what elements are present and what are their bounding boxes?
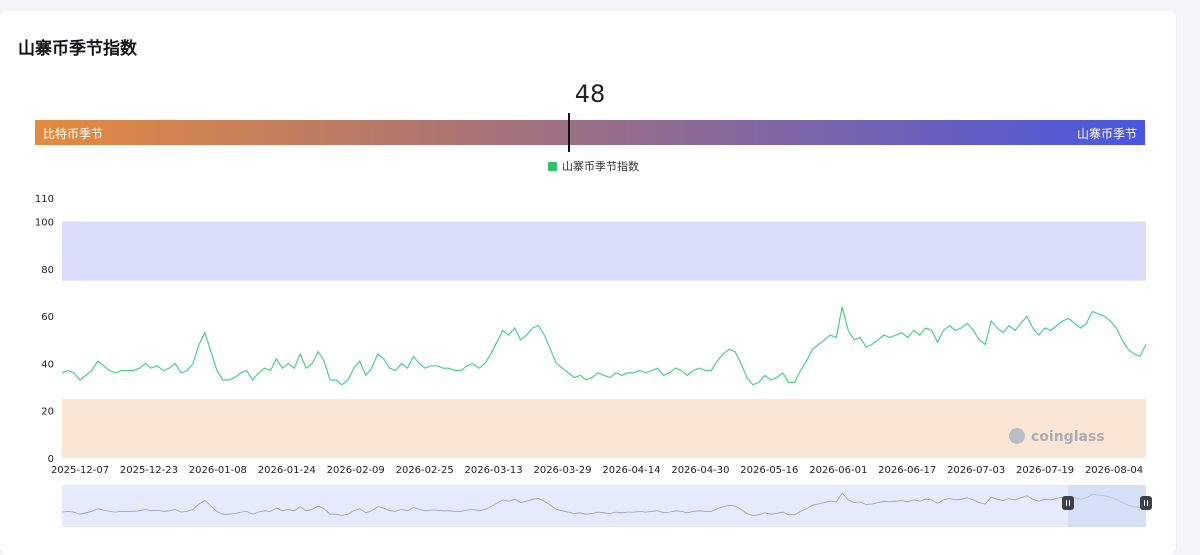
x-tick-label: 2026-04-30 xyxy=(671,465,729,476)
x-tick-label: 2026-07-03 xyxy=(947,465,1005,476)
x-tick-label: 2026-02-25 xyxy=(396,465,454,476)
x-tick-label: 2026-06-17 xyxy=(878,465,936,476)
y-tick-label: 0 xyxy=(48,454,54,465)
bitcoin-season-label: 比特币季节 xyxy=(43,127,104,141)
x-tick-label: 2026-05-16 xyxy=(740,465,798,476)
navigator-line xyxy=(61,492,1147,516)
x-tick-label: 2026-06-01 xyxy=(809,465,867,476)
watermark: coinglass xyxy=(1009,428,1105,445)
x-tick-label: 2026-01-24 xyxy=(258,465,316,476)
navigator-handle-right[interactable] xyxy=(1140,496,1152,510)
x-tick-label: 2025-12-23 xyxy=(120,465,178,476)
y-tick-label: 80 xyxy=(41,265,54,276)
x-tick-label: 2026-03-29 xyxy=(533,465,591,476)
y-tick-label: 100 xyxy=(35,218,54,229)
bitcoin-season-band xyxy=(62,398,1146,458)
y-tick-label: 20 xyxy=(41,407,54,418)
x-tick-label: 2026-02-09 xyxy=(327,465,385,476)
x-tick-label: 2026-07-19 xyxy=(1016,465,1074,476)
navigator-selection[interactable] xyxy=(1068,485,1146,527)
season-gauge-bar: 比特币季节 山寨币季节 xyxy=(35,120,1145,145)
altcoin-season-band xyxy=(62,221,1146,281)
legend-swatch xyxy=(548,161,557,171)
chart-legend[interactable]: 山寨币季节指数 xyxy=(548,158,639,174)
y-tick-label: 40 xyxy=(41,359,54,370)
page-title: 山寨币季节指数 xyxy=(18,39,137,59)
x-tick-label: 2026-08-04 xyxy=(1085,465,1143,476)
series-line xyxy=(61,306,1147,386)
watermark-text: coinglass xyxy=(1031,429,1105,445)
current-value: 48 xyxy=(574,80,606,108)
y-tick-label: 110 xyxy=(35,194,54,205)
altcoin-season-label: 山寨币季节 xyxy=(1076,127,1137,141)
legend-label: 山寨币季节指数 xyxy=(562,160,639,173)
chart-card xyxy=(0,10,1176,555)
y-tick-label: 60 xyxy=(41,312,54,323)
navigator-background xyxy=(62,485,1146,527)
x-tick-label: 2026-04-14 xyxy=(602,465,660,476)
x-tick-label: 2026-01-08 xyxy=(189,465,247,476)
coinglass-logo-icon xyxy=(1009,428,1025,444)
x-tick-label: 2026-03-13 xyxy=(465,465,523,476)
x-tick-label: 2025-12-07 xyxy=(51,465,109,476)
navigator-handle-left[interactable] xyxy=(1062,496,1074,510)
gauge-marker xyxy=(568,113,570,152)
